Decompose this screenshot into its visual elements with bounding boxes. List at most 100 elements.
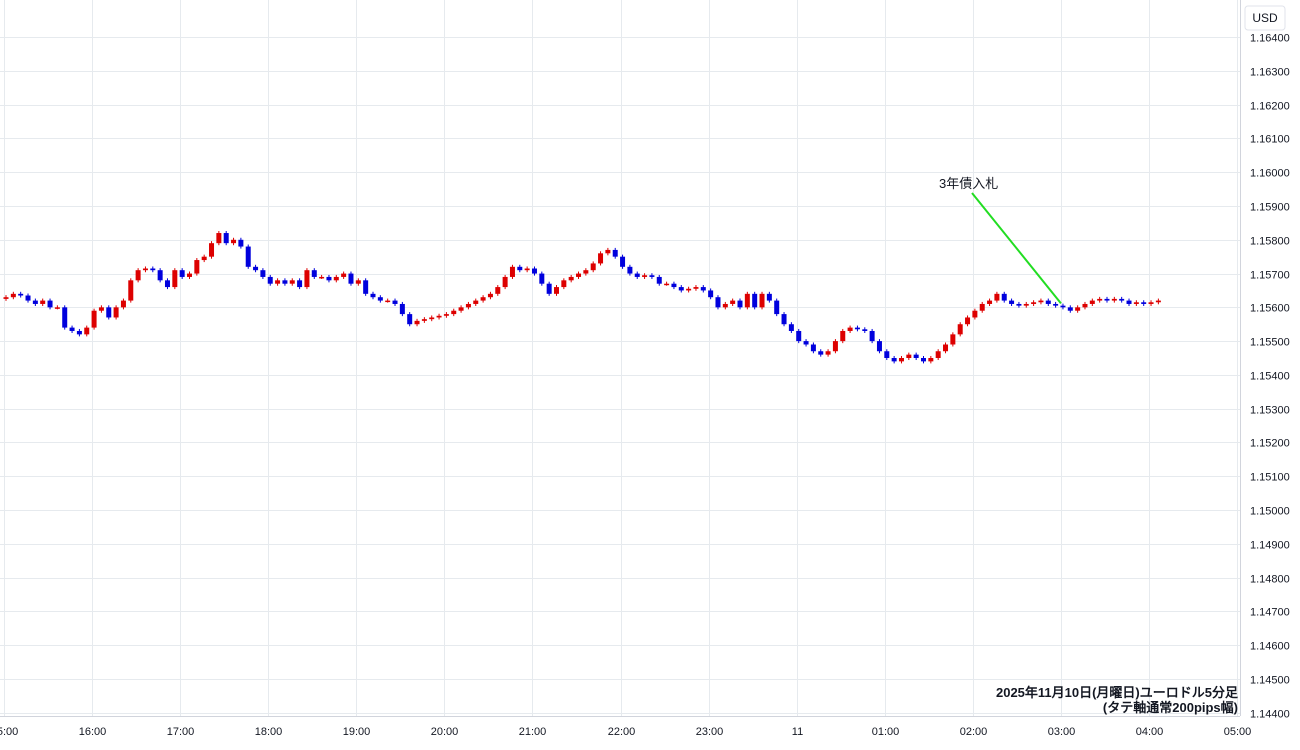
candle-body	[766, 293, 772, 301]
price-tick-label: 1.16400	[1250, 33, 1290, 45]
candle-body	[649, 275, 655, 277]
candle-body	[928, 358, 934, 362]
candle-body	[671, 283, 677, 288]
candle-body	[686, 288, 692, 291]
candle-body	[465, 303, 471, 308]
candle-body	[436, 315, 442, 318]
candle-body	[399, 303, 405, 315]
price-tick-label: 1.15400	[1250, 371, 1290, 383]
candle-body	[333, 276, 339, 281]
candle-body	[1001, 293, 1007, 301]
candle-body	[84, 327, 90, 335]
candle-body	[172, 270, 178, 288]
candle-body	[311, 270, 317, 277]
time-tick-label: 04:00	[1136, 726, 1164, 738]
candle-body	[509, 266, 515, 277]
candle-body	[987, 300, 993, 304]
candle-body	[407, 314, 413, 325]
candle-body	[994, 293, 1000, 301]
price-tick-label: 1.14900	[1250, 540, 1290, 552]
caption-line2: (タテ軸通常200pips幅)	[1103, 700, 1238, 715]
price-tick-label: 1.15800	[1250, 236, 1290, 248]
price-tick-label: 1.14700	[1250, 607, 1290, 619]
candle-body	[1111, 298, 1117, 301]
candle-body	[678, 287, 684, 291]
candle-body	[774, 300, 780, 315]
candle-body	[304, 270, 310, 288]
price-tick-label: 1.16000	[1250, 168, 1290, 180]
candle-body	[642, 275, 648, 277]
candle-body	[370, 293, 376, 298]
currency-badge[interactable]: USD	[1244, 5, 1286, 31]
candle-body	[590, 263, 596, 271]
candle-body	[385, 300, 391, 303]
candle-body	[98, 307, 104, 311]
candle-body	[847, 327, 853, 331]
candle-body	[906, 354, 912, 358]
time-tick-label: 01:00	[872, 726, 900, 738]
candle-body	[1045, 300, 1051, 304]
candle-body	[965, 317, 971, 325]
time-tick-label: 05:00	[1224, 726, 1252, 738]
candle-body	[627, 266, 633, 274]
candle-body	[634, 273, 640, 277]
price-tick-label: 1.15600	[1250, 303, 1290, 315]
price-tick-label: 1.14500	[1250, 675, 1290, 687]
candle-body	[517, 266, 523, 271]
price-axis[interactable]: 1.16400 1.16300 1.16200 1.16100 1.16000 1.159…	[1250, 33, 1290, 721]
candle-body	[921, 358, 926, 362]
candle-body	[128, 280, 134, 301]
candle-body	[157, 270, 163, 281]
candles	[3, 231, 1161, 364]
candle-body	[1082, 303, 1088, 308]
time-tick-label: 19:00	[343, 726, 371, 738]
time-tick-label: 20:00	[431, 726, 459, 738]
candle-body	[326, 276, 332, 281]
price-tick-label: 1.14800	[1250, 574, 1290, 586]
candle-body	[76, 330, 82, 335]
candle-body	[421, 319, 427, 321]
candle-body	[803, 341, 809, 345]
candle-body	[825, 351, 831, 355]
candle-body	[752, 293, 758, 308]
time-tick-label: 02:00	[960, 726, 988, 738]
candle-body	[1104, 298, 1110, 301]
candle-body	[106, 307, 112, 318]
candle-body	[458, 307, 464, 311]
candle-body	[216, 233, 222, 244]
candle-body	[260, 270, 266, 277]
candle-body	[142, 268, 148, 271]
candle-body	[1089, 300, 1095, 304]
candle-body	[898, 358, 904, 362]
candle-body	[891, 358, 897, 362]
candle-body	[576, 273, 582, 277]
candle-body	[818, 351, 824, 355]
candle-body	[480, 297, 486, 301]
annotation-label: 3年債入札	[939, 176, 998, 191]
price-tick-label: 1.15100	[1250, 472, 1290, 484]
candle-body	[744, 293, 750, 308]
time-tick-label: 22:00	[608, 726, 636, 738]
candle-body	[1133, 302, 1139, 304]
candle-body	[1016, 303, 1022, 306]
candle-body	[531, 268, 537, 274]
candle-body	[979, 303, 985, 311]
candle-body	[1148, 302, 1154, 304]
candle-body	[561, 280, 567, 288]
candle-body	[598, 253, 604, 264]
candle-body	[554, 287, 559, 294]
candle-body	[730, 300, 736, 304]
candle-body	[179, 270, 185, 277]
candle-body	[164, 280, 170, 288]
time-axis[interactable]: 15:00 16:00 17:00 18:00 19:00 20:00 21:00 22:00…	[0, 726, 1251, 738]
time-tick-label: 17:00	[167, 726, 195, 738]
time-tick-label: 16:00	[79, 726, 107, 738]
candle-body	[708, 290, 714, 298]
candle-body	[869, 330, 875, 342]
candle-body	[1060, 305, 1066, 308]
candle-body	[943, 344, 949, 352]
candle-body	[40, 300, 46, 304]
price-tick-label: 1.15500	[1250, 337, 1290, 349]
candle-body	[62, 307, 68, 328]
candle-body	[957, 324, 963, 335]
